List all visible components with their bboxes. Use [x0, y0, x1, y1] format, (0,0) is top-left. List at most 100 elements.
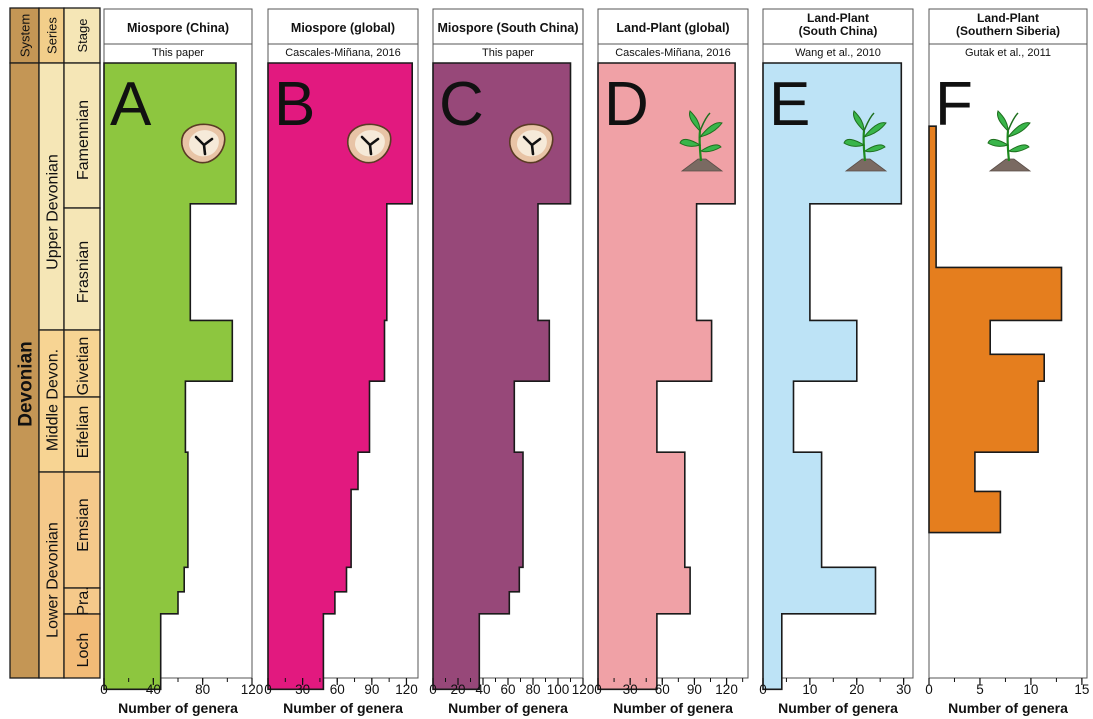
x-axis: 0 5 10 15 — [925, 678, 1089, 697]
x-axis-label: Number of genera — [948, 700, 1068, 716]
panel-title: Miospore (China) — [127, 21, 229, 35]
panel-title: Miospore (South China) — [438, 21, 579, 35]
x-tick-label: 30 — [623, 682, 638, 697]
x-tick-label: 0 — [264, 682, 272, 697]
panel-b: Miospore (global) Cascales-Miñana, 2016 B 0… — [264, 8, 419, 716]
x-tick-label: 90 — [687, 682, 702, 697]
x-tick-label: 80 — [195, 682, 210, 697]
series-upper-devonian: Upper Devonian — [45, 154, 62, 270]
plant-icon — [843, 110, 888, 172]
stage-frasnian: Frasnian — [75, 241, 92, 303]
panel-source: Cascales-Miñana, 2016 — [615, 47, 731, 59]
x-tick-label: 5 — [976, 682, 984, 697]
series-lower-devonian-cell — [38, 471, 65, 679]
plant-icon — [987, 110, 1032, 172]
stage-famennian: Famennian — [75, 100, 92, 180]
x-axis: 0 30 60 90 120 — [594, 678, 744, 697]
x-tick-label: 90 — [364, 682, 379, 697]
series-lower-devonian: Lower Devonian — [45, 522, 62, 638]
header-series: Series — [45, 17, 60, 54]
x-tick-label: 100 — [547, 682, 570, 697]
panel-letter: E — [769, 70, 810, 139]
stage-emsian: Emsian — [75, 498, 92, 551]
panel-letter: D — [604, 70, 649, 139]
diversity-area — [103, 62, 237, 691]
x-tick-label: 10 — [1023, 682, 1038, 697]
stage-pragian: Pra. — [75, 586, 92, 615]
panel-source: This paper — [482, 47, 534, 59]
x-axis-label: Number of genera — [778, 700, 898, 716]
x-axis-label: Number of genera — [448, 700, 568, 716]
diversity-area — [432, 62, 572, 691]
x-tick-label: 120 — [241, 682, 264, 697]
panel-title: Land-Plant (South China) — [799, 11, 878, 38]
x-tick-label: 30 — [896, 682, 911, 697]
x-tick-label: 10 — [802, 682, 817, 697]
panel-title-box — [267, 8, 419, 45]
x-tick-label: 60 — [500, 682, 515, 697]
spore-icon — [180, 123, 226, 164]
x-axis-label: Number of genera — [118, 700, 238, 716]
x-tick-label: 120 — [395, 682, 418, 697]
x-tick-label: 60 — [330, 682, 345, 697]
stage-lochkovian: Loch — [75, 633, 92, 668]
x-tick-label: 120 — [715, 682, 738, 697]
x-axis-label: Number of genera — [613, 700, 733, 716]
panel-title-box — [432, 8, 584, 45]
header-system: System — [18, 14, 33, 57]
plant-icon — [679, 110, 724, 172]
x-tick-label: 15 — [1074, 682, 1089, 697]
x-tick-label: 20 — [849, 682, 864, 697]
panel-title: Land-Plant (Southern Siberia) — [956, 11, 1060, 38]
panel-title-box — [597, 8, 749, 45]
x-axis: 0 40 80 120 — [100, 678, 263, 697]
diversity-area — [762, 62, 903, 691]
header-stage: Stage — [75, 19, 90, 53]
panel-f: Land-Plant (Southern Siberia) Gutak et al.… — [925, 8, 1089, 716]
stage-eifelian-cell — [63, 396, 101, 473]
stage-emsian-cell — [63, 471, 101, 589]
stage-famennian-cell — [63, 62, 101, 209]
x-tick-label: 60 — [655, 682, 670, 697]
stage-eifelian: Eifelian — [75, 406, 92, 458]
x-axis: 0 20 40 60 80 100 120 — [429, 678, 594, 697]
x-tick-label: 0 — [594, 682, 602, 697]
diversity-area — [267, 62, 413, 691]
x-tick-label: 40 — [146, 682, 161, 697]
panel-letter: A — [110, 70, 152, 139]
x-tick-label: 30 — [295, 682, 310, 697]
x-axis-label: Number of genera — [283, 700, 403, 716]
panel-c: Miospore (South China) This paper C 0 20 40 60… — [429, 8, 594, 716]
panel-d: Land-Plant (global) Cascales-Miñana, 2016… — [594, 8, 749, 716]
system-label: Devonian — [16, 341, 37, 427]
stage-givetian: Givetian — [75, 337, 92, 396]
panel-source: Gutak et al., 2011 — [965, 47, 1051, 59]
panel-letter: C — [439, 70, 484, 139]
panel-source: Cascales-Miñana, 2016 — [285, 47, 401, 59]
x-axis: 0 30 60 90 120 — [264, 678, 418, 697]
x-tick-label: 20 — [450, 682, 465, 697]
spore-icon — [346, 123, 392, 164]
diversity-area — [928, 125, 1063, 534]
panel-letter: B — [274, 70, 315, 139]
panel-letter: F — [935, 70, 973, 139]
panel-title: Land-Plant (global) — [616, 21, 729, 35]
x-tick-label: 0 — [925, 682, 933, 697]
header-system-cell — [9, 7, 40, 64]
x-tick-label: 0 — [429, 682, 437, 697]
x-axis: 0 10 20 30 — [759, 678, 911, 697]
stratigraphic-column: System Series Stage Devonian Upper Devonian M… — [9, 7, 101, 679]
diversity-area — [597, 62, 736, 691]
stage-givetian-cell — [63, 329, 101, 398]
series-middle-devonian-cell — [38, 329, 65, 473]
x-tick-label: 0 — [759, 682, 767, 697]
panel-source: This paper — [152, 47, 204, 59]
panel-e: Land-Plant (South China) Wang et al., 2010… — [759, 8, 914, 716]
series-middle-devonian: Middle Devon. — [45, 349, 62, 451]
x-tick-label: 120 — [572, 682, 595, 697]
x-tick-label: 80 — [525, 682, 540, 697]
panel-title: Miospore (global) — [291, 21, 395, 35]
